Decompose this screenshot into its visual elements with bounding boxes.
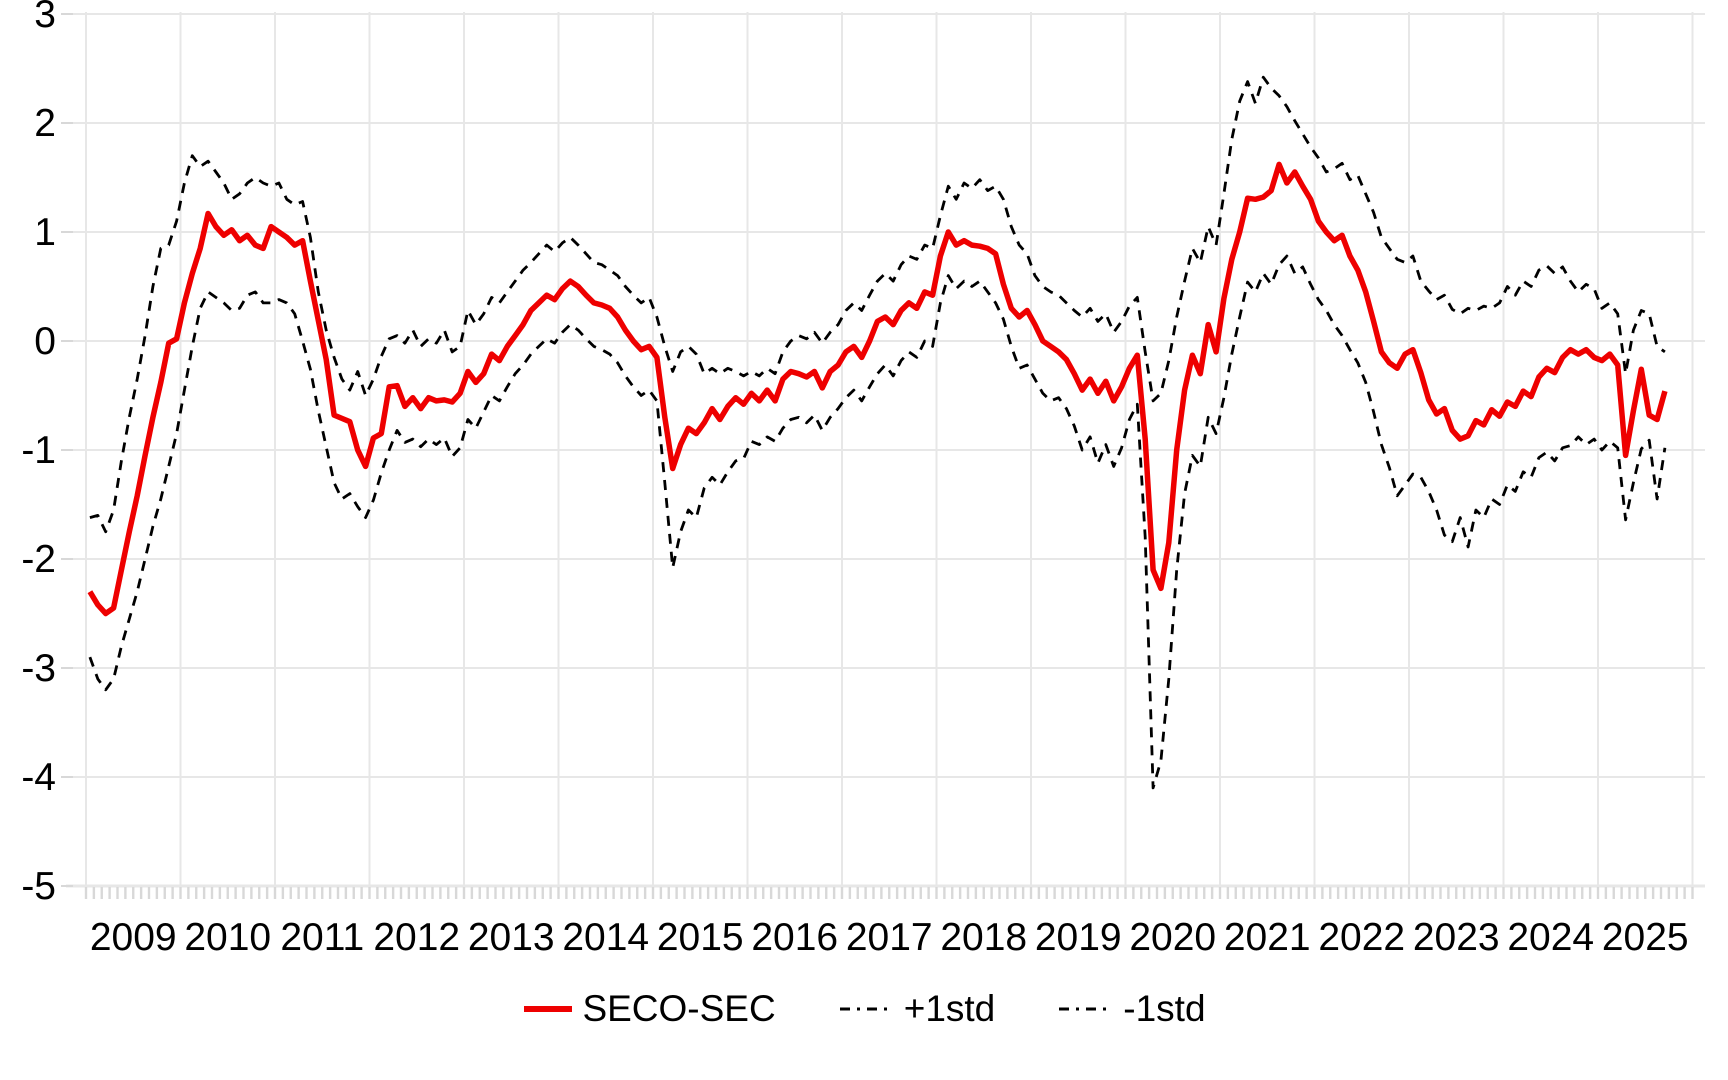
x-tick-label: 2016 — [751, 916, 838, 959]
legend-label-minus1std: -1std — [1123, 988, 1206, 1029]
x-tick-label: 2020 — [1129, 916, 1216, 959]
x-tick-label: 2023 — [1413, 916, 1500, 959]
x-tick-label: 2021 — [1224, 916, 1311, 959]
x-tick-label: 2013 — [468, 916, 555, 959]
x-tick-label: 2012 — [373, 916, 460, 959]
y-tick-label: 1 — [34, 211, 56, 254]
x-tick-label: 2015 — [657, 916, 744, 959]
y-tick-label: -4 — [21, 756, 56, 799]
y-tick-label: 2 — [34, 102, 56, 145]
y-tick-label: 3 — [34, 0, 56, 36]
x-tick-label: 2017 — [846, 916, 933, 959]
x-tick-label: 2024 — [1507, 916, 1594, 959]
black-dashed-line-swatch — [1059, 1007, 1114, 1011]
x-tick-label: 2010 — [184, 916, 271, 959]
legend-label-plus1std: +1std — [903, 988, 996, 1029]
x-tick-label: 2011 — [280, 916, 364, 959]
x-tick-label: 2022 — [1318, 916, 1405, 959]
y-tick-label: -2 — [21, 538, 56, 581]
chart-legend: SECO-SEC +1std -1std — [0, 988, 1728, 1030]
legend-item-minus1std: -1std — [1057, 988, 1206, 1030]
legend-item-seco-sec: SECO-SEC — [522, 988, 776, 1030]
x-tick-label: 2014 — [562, 916, 649, 959]
legend-label-seco-sec: SECO-SEC — [582, 988, 776, 1029]
y-tick-label: 0 — [34, 320, 56, 363]
y-tick-label: -3 — [21, 647, 56, 690]
legend-item-plus1std: +1std — [838, 988, 996, 1030]
x-tick-label: 2019 — [1035, 916, 1122, 959]
y-tick-label: -1 — [21, 429, 56, 472]
black-dashed-line-swatch — [839, 1007, 894, 1011]
series-seco-sec-line — [87, 161, 1668, 617]
x-tick-label: 2009 — [90, 916, 177, 959]
series-plus1std-line — [89, 75, 1666, 534]
x-tick-label: 2018 — [940, 916, 1027, 959]
y-tick-label: -5 — [21, 865, 56, 908]
red-solid-line-swatch — [524, 1006, 573, 1012]
x-tick-label: 2025 — [1602, 916, 1689, 959]
series-minus1std-line — [88, 254, 1667, 790]
